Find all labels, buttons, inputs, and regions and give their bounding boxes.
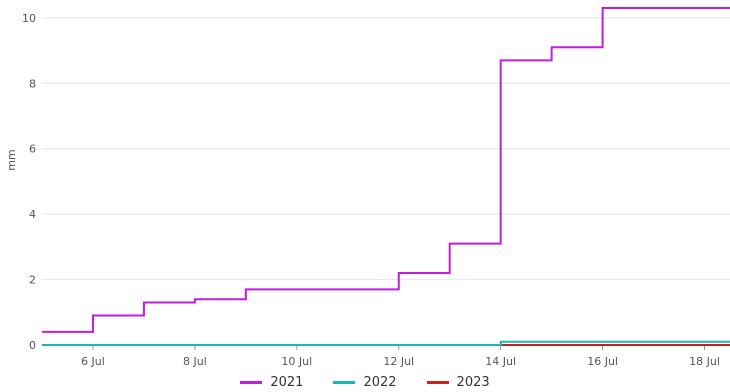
x-tick-label: 6 Jul [81,355,105,368]
x-tick-label: 14 Jul [485,355,516,368]
y-tick-label: 4 [29,208,36,221]
legend-item-2022[interactable]: 2022 [333,374,397,390]
x-tick-label: 18 Jul [689,355,720,368]
legend-label-2022: 2022 [363,374,397,390]
x-axis: 6 Jul 8 Jul 10 Jul 12 Jul 14 Jul 16 Jul 18 Jul [81,345,720,368]
x-tick-label: 16 Jul [587,355,618,368]
y-tick-label: 10 [22,12,36,25]
x-tick-label: 12 Jul [383,355,414,368]
legend-swatch-2021 [240,380,263,384]
rainfall-chart: 0 2 4 6 8 10 6 Jul 8 Jul 10 Jul 12 Jul 14 Jul 16 J… [5,7,730,368]
legend-item-2021[interactable]: 2021 [240,375,303,390]
x-tick-label: 10 Jul [281,355,312,368]
y-tick-label: 2 [29,274,36,287]
legend-swatch-2023 [426,380,449,384]
series-line-2021 [42,7,730,333]
legend-label-2021: 2021 [270,374,304,390]
y-tick-label: 0 [29,339,36,352]
legend-swatch-2022 [333,380,356,384]
y-axis-label: mm [5,149,18,170]
grid [42,17,730,346]
legend-label-2023: 2023 [456,374,490,390]
y-tick-label: 8 [29,77,36,90]
series-line-2022 [42,340,730,346]
x-tick-label: 8 Jul [183,355,207,368]
y-tick-label: 6 [29,143,36,156]
series-group [42,7,730,346]
y-axis: 0 2 4 6 8 10 [22,12,36,352]
legend-item-2023[interactable]: 2023 [426,374,490,390]
legend: 2021 2022 2023 [0,372,730,392]
